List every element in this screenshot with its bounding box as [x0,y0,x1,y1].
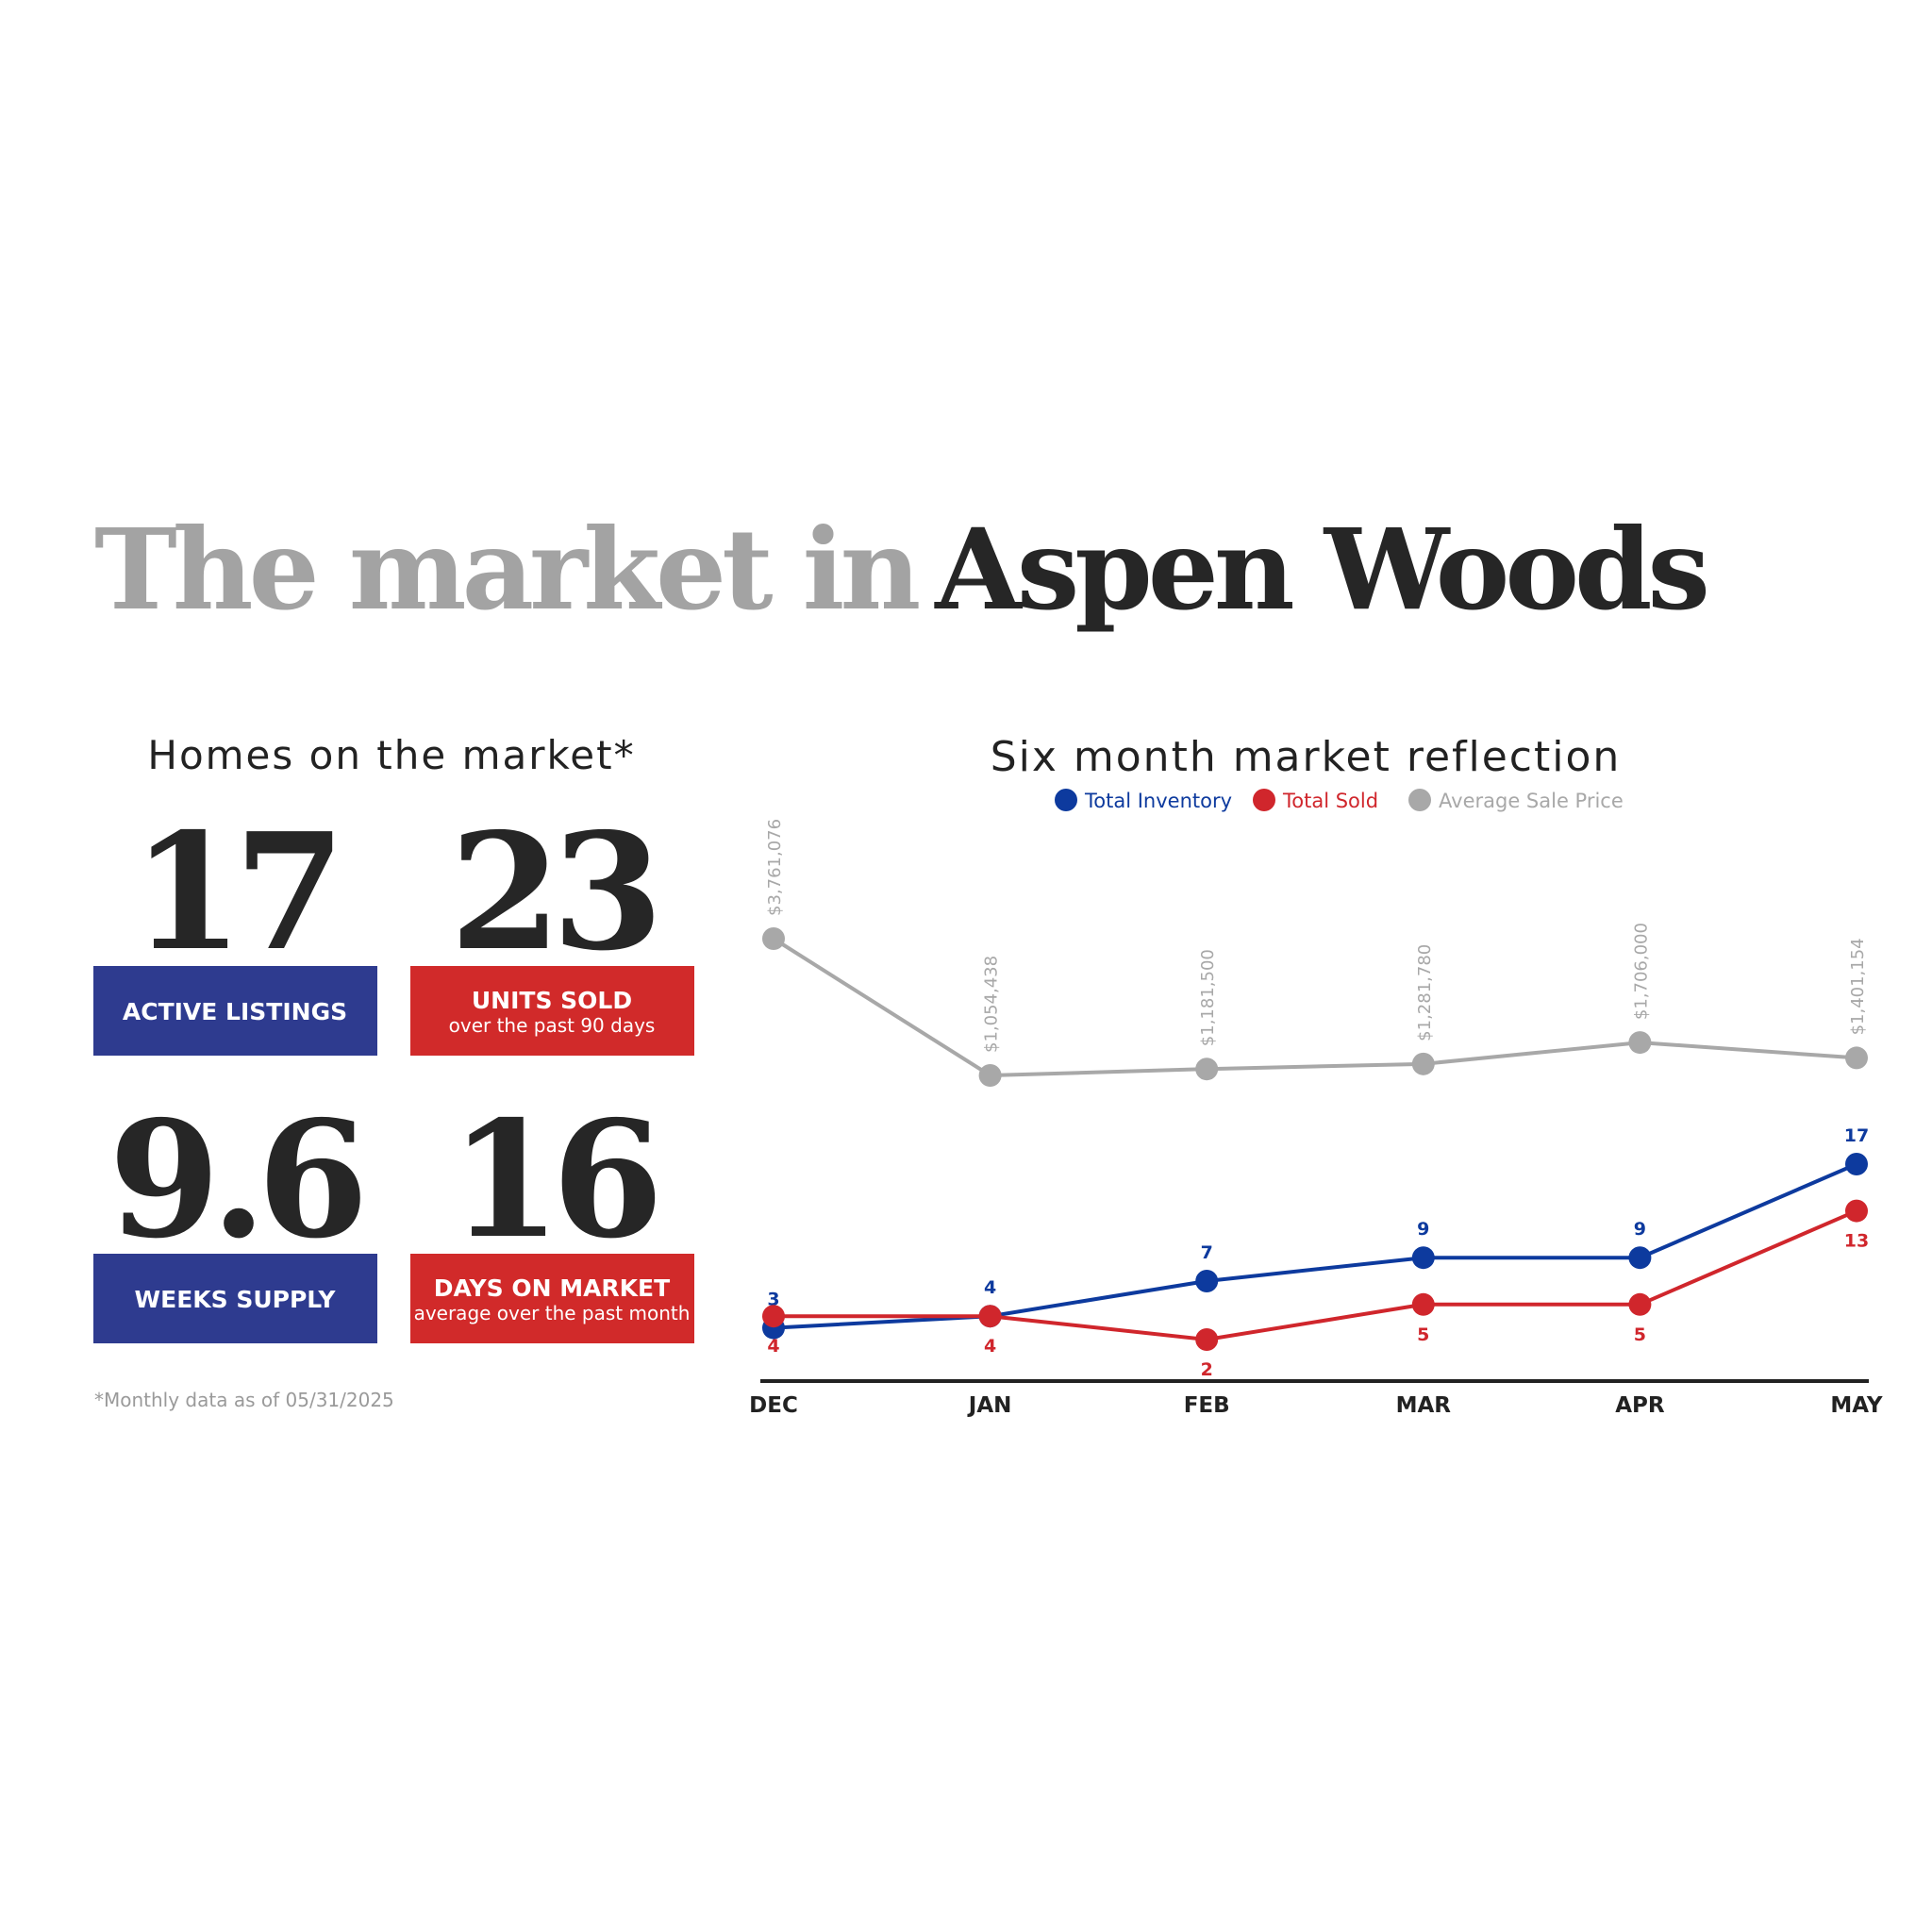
value-label: 9 [1417,1219,1429,1240]
value-label: 2 [1201,1359,1213,1380]
x-tick-label: MAR [1396,1393,1452,1418]
stats-title: Homes on the market* [147,732,635,778]
x-tick-label: APR [1615,1393,1665,1418]
stat-value: 17 [132,798,337,987]
value-label: 4 [767,1336,779,1357]
data-point [1628,1292,1652,1316]
value-label: 4 [984,1277,996,1298]
value-label: 3 [767,1290,779,1310]
stat-box [93,1254,377,1343]
stat-box [410,966,694,1056]
data-point [1195,1270,1219,1292]
data-point [1411,1246,1435,1270]
title-light: The market in [94,504,919,635]
stat-label: UNITS SOLD [472,987,632,1014]
chart-title: Six month market reflection [991,733,1622,781]
x-tick-label: JAN [967,1393,1012,1418]
legend-label: Total Inventory [1084,790,1232,812]
x-tick-label: MAY [1830,1393,1882,1418]
data-point [1845,1153,1868,1175]
value-label: $1,706,000 [1631,923,1651,1020]
stat-label: ACTIVE LISTINGS [123,998,347,1025]
data-point [1411,1292,1435,1316]
data-point [1845,1046,1868,1070]
value-label: $1,281,780 [1415,944,1435,1041]
value-label: 9 [1634,1219,1646,1240]
stat-sublabel: average over the past month [414,1302,691,1324]
stat-value: 23 [450,798,655,987]
stat-box [410,1254,694,1343]
series-line [772,937,1857,1078]
legend-marker [1055,789,1077,811]
data-point [1628,1246,1652,1270]
data-point [1628,1031,1652,1055]
value-label: 4 [984,1336,996,1357]
data-point [978,1064,1002,1087]
value-label: 13 [1844,1231,1869,1252]
stat-label: WEEKS SUPPLY [135,1286,337,1313]
value-label: $1,401,154 [1848,938,1868,1035]
stat-sublabel: over the past 90 days [449,1014,656,1037]
value-label: $1,181,500 [1198,949,1218,1046]
stat-box [93,966,377,1056]
legend-marker [1408,789,1431,811]
data-point [1845,1199,1868,1223]
x-tick-label: FEB [1184,1393,1230,1418]
series-line [773,1162,1857,1330]
data-point [1411,1052,1435,1075]
data-point [1195,1058,1219,1081]
legend-label: Average Sale Price [1439,790,1624,812]
data-point [762,1305,785,1328]
title-bold: Aspen Woods [934,504,1706,635]
title-light: The market in Aspen Woods [94,504,1707,635]
stat-value: 9.6 [108,1086,360,1274]
data-point [978,1305,1002,1328]
legend-marker [1253,789,1275,811]
value-label: 17 [1844,1125,1869,1146]
stat-label: DAYS ON MARKET [434,1274,670,1302]
stat-value: 16 [450,1086,656,1274]
data-point [1195,1328,1219,1351]
series-line [774,1208,1857,1342]
value-label: 7 [1201,1242,1213,1263]
data-point [762,927,785,950]
legend-label: Total Sold [1282,790,1378,812]
footnote: *Monthly data as of 05/31/2025 [94,1389,394,1411]
value-label: $3,761,076 [765,819,785,916]
value-label: 5 [1417,1324,1429,1345]
value-label: $1,054,438 [982,956,1002,1053]
x-tick-label: DEC [749,1393,798,1418]
value-label: 5 [1634,1324,1646,1345]
